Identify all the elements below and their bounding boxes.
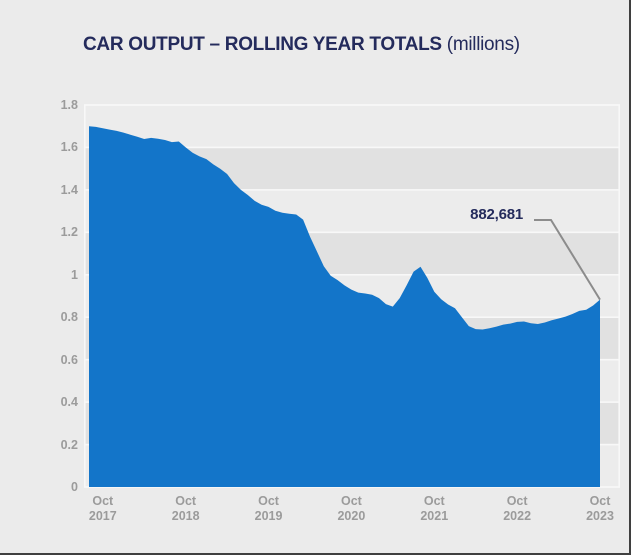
x-tick-label: Oct 2017 bbox=[73, 494, 133, 524]
x-tick-month: Oct bbox=[258, 494, 279, 508]
x-tick-year: 2019 bbox=[254, 509, 283, 523]
x-tick-year: 2022 bbox=[503, 509, 532, 523]
y-tick-label: 1.4 bbox=[60, 182, 78, 197]
plot-band bbox=[84, 105, 620, 148]
x-tick-month: Oct bbox=[506, 494, 528, 508]
y-tick-label: 1.2 bbox=[60, 225, 78, 240]
x-tick-year: 2018 bbox=[171, 509, 200, 523]
x-tick-year: 2023 bbox=[586, 509, 614, 523]
gridline bbox=[84, 146, 620, 149]
chart-title-main: CAR OUTPUT – ROLLING YEAR TOTALS bbox=[83, 34, 442, 55]
y-tick-label: 0.4 bbox=[60, 395, 78, 410]
chart-title-unit: (millions) bbox=[446, 34, 520, 55]
y-tick-label: 0.8 bbox=[60, 310, 78, 325]
x-tick-month: Oct bbox=[423, 494, 445, 508]
gridline bbox=[84, 274, 620, 276]
x-tick-year: 2021 bbox=[420, 509, 449, 523]
y-tick-label: 1.6 bbox=[60, 140, 78, 155]
x-tick-label: Oct 2021 bbox=[404, 494, 464, 524]
y-tick-label: 0.6 bbox=[60, 352, 78, 367]
plot-right-edge bbox=[618, 105, 620, 487]
y-axis-line bbox=[84, 105, 86, 487]
x-tick-month: Oct bbox=[175, 494, 197, 508]
x-tick-label: Oct 2018 bbox=[156, 494, 216, 524]
x-tick-label: Oct 2020 bbox=[321, 494, 381, 524]
annotation-callout-line bbox=[534, 219, 601, 301]
gridline bbox=[84, 104, 620, 106]
x-tick-month: Oct bbox=[589, 494, 611, 508]
annotation-value-label: 882,681 bbox=[470, 206, 523, 223]
y-tick-label: 1 bbox=[71, 267, 78, 282]
x-tick-year: 2017 bbox=[88, 509, 117, 523]
x-tick-year: 2020 bbox=[337, 509, 366, 523]
x-tick-label: Oct 2022 bbox=[487, 494, 547, 524]
chart-title: CAR OUTPUT – ROLLING YEAR TOTALS (millio… bbox=[83, 34, 520, 56]
gridline bbox=[84, 231, 620, 234]
x-tick-label: Oct 2019 bbox=[239, 494, 299, 524]
x-tick-month: Oct bbox=[92, 494, 114, 508]
gridline bbox=[84, 189, 620, 191]
area-series bbox=[89, 126, 600, 487]
y-tick-label: 0.2 bbox=[60, 437, 78, 452]
y-tick-label: 1.8 bbox=[60, 98, 78, 112]
x-tick-month: Oct bbox=[340, 494, 362, 508]
y-tick-label: 0 bbox=[71, 480, 78, 494]
x-tick-label: Oct 2023 bbox=[570, 494, 629, 524]
